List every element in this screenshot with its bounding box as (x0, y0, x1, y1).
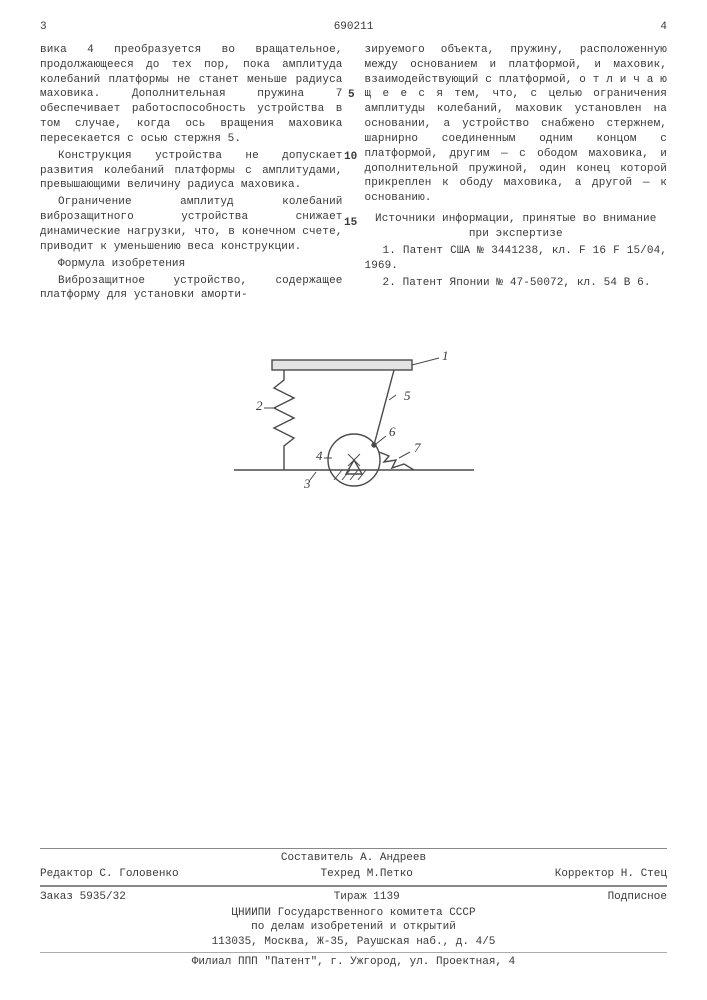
column-left: вика 4 преобразуется во вращательное, пр… (40, 43, 343, 305)
signed: Подписное (608, 890, 667, 905)
figure: 1 2 5 4 3 (0, 340, 707, 516)
platform (272, 360, 412, 370)
label-7: 7 (414, 440, 421, 455)
editor-label: Редактор (40, 868, 93, 880)
spring (274, 370, 294, 470)
sources-heading: Источники информации, принятые во вниман… (365, 212, 668, 242)
credits-row: Редактор С. Головенко Техред М.Петко Кор… (40, 866, 667, 883)
mechanism-diagram: 1 2 5 4 3 (224, 340, 484, 510)
label-4: 4 (316, 448, 323, 463)
compiler-line: Составитель А. Андреев (40, 851, 667, 866)
corrector-name: Н. Стец (621, 868, 667, 880)
joint (372, 443, 376, 447)
line-num-15: 15 (344, 216, 357, 231)
para-formula-heading: Формула изобретения (40, 257, 343, 272)
techred-label: Техред (320, 868, 360, 880)
order-no: Заказ 5935/32 (40, 890, 126, 905)
label-1: 1 (442, 348, 449, 363)
editor-name: С. Головенко (99, 868, 178, 880)
doc-number: 690211 (80, 20, 627, 35)
label-3: 3 (303, 476, 311, 491)
source-item: 1. Патент США № 3441238, кл. F 16 F 15/0… (365, 244, 668, 274)
order-row: Заказ 5935/32 Тираж 1139 Подписное (40, 889, 667, 906)
org-line-1: ЦНИИПИ Государственного комитета СССР (40, 906, 667, 921)
techred-name: М.Петко (367, 868, 413, 880)
para: Виброзащитное устройство, содержащее пла… (40, 274, 343, 304)
para: Конструкция устройства не допускает разв… (40, 149, 343, 194)
line-num-10: 10 (344, 150, 357, 165)
tirazh: Тираж 1139 (334, 890, 400, 905)
label-5: 5 (404, 388, 411, 403)
para: зируемого объекта, пружину, расположенну… (365, 43, 668, 206)
corrector-label: Корректор (555, 868, 614, 880)
imprint-footer: Составитель А. Андреев Редактор С. Голов… (40, 848, 667, 970)
column-right: зируемого объекта, пружину, расположенну… (365, 43, 668, 305)
text-columns: вика 4 преобразуется во вращательное, пр… (40, 43, 667, 305)
aux-spring (379, 452, 414, 470)
address: 113035, Москва, Ж-35, Раушская наб., д. … (40, 935, 667, 950)
para: вика 4 преобразуется во вращательное, пр… (40, 43, 343, 147)
source-item: 2. Патент Японии № 47-50072, кл. 54 B 6. (365, 276, 668, 291)
para: Ограничение амплитуд колебаний виброзащи… (40, 195, 343, 254)
org-line-2: по делам изобретений и открытий (40, 920, 667, 935)
page-num-left: 3 (40, 20, 80, 35)
line-num-5: 5 (348, 88, 355, 103)
branch: Филиал ППП "Патент", г. Ужгород, ул. Про… (40, 955, 667, 970)
page-num-right: 4 (627, 20, 667, 35)
page-header: 3 690211 4 (40, 20, 667, 35)
label-2: 2 (256, 398, 263, 413)
label-6: 6 (389, 424, 396, 439)
